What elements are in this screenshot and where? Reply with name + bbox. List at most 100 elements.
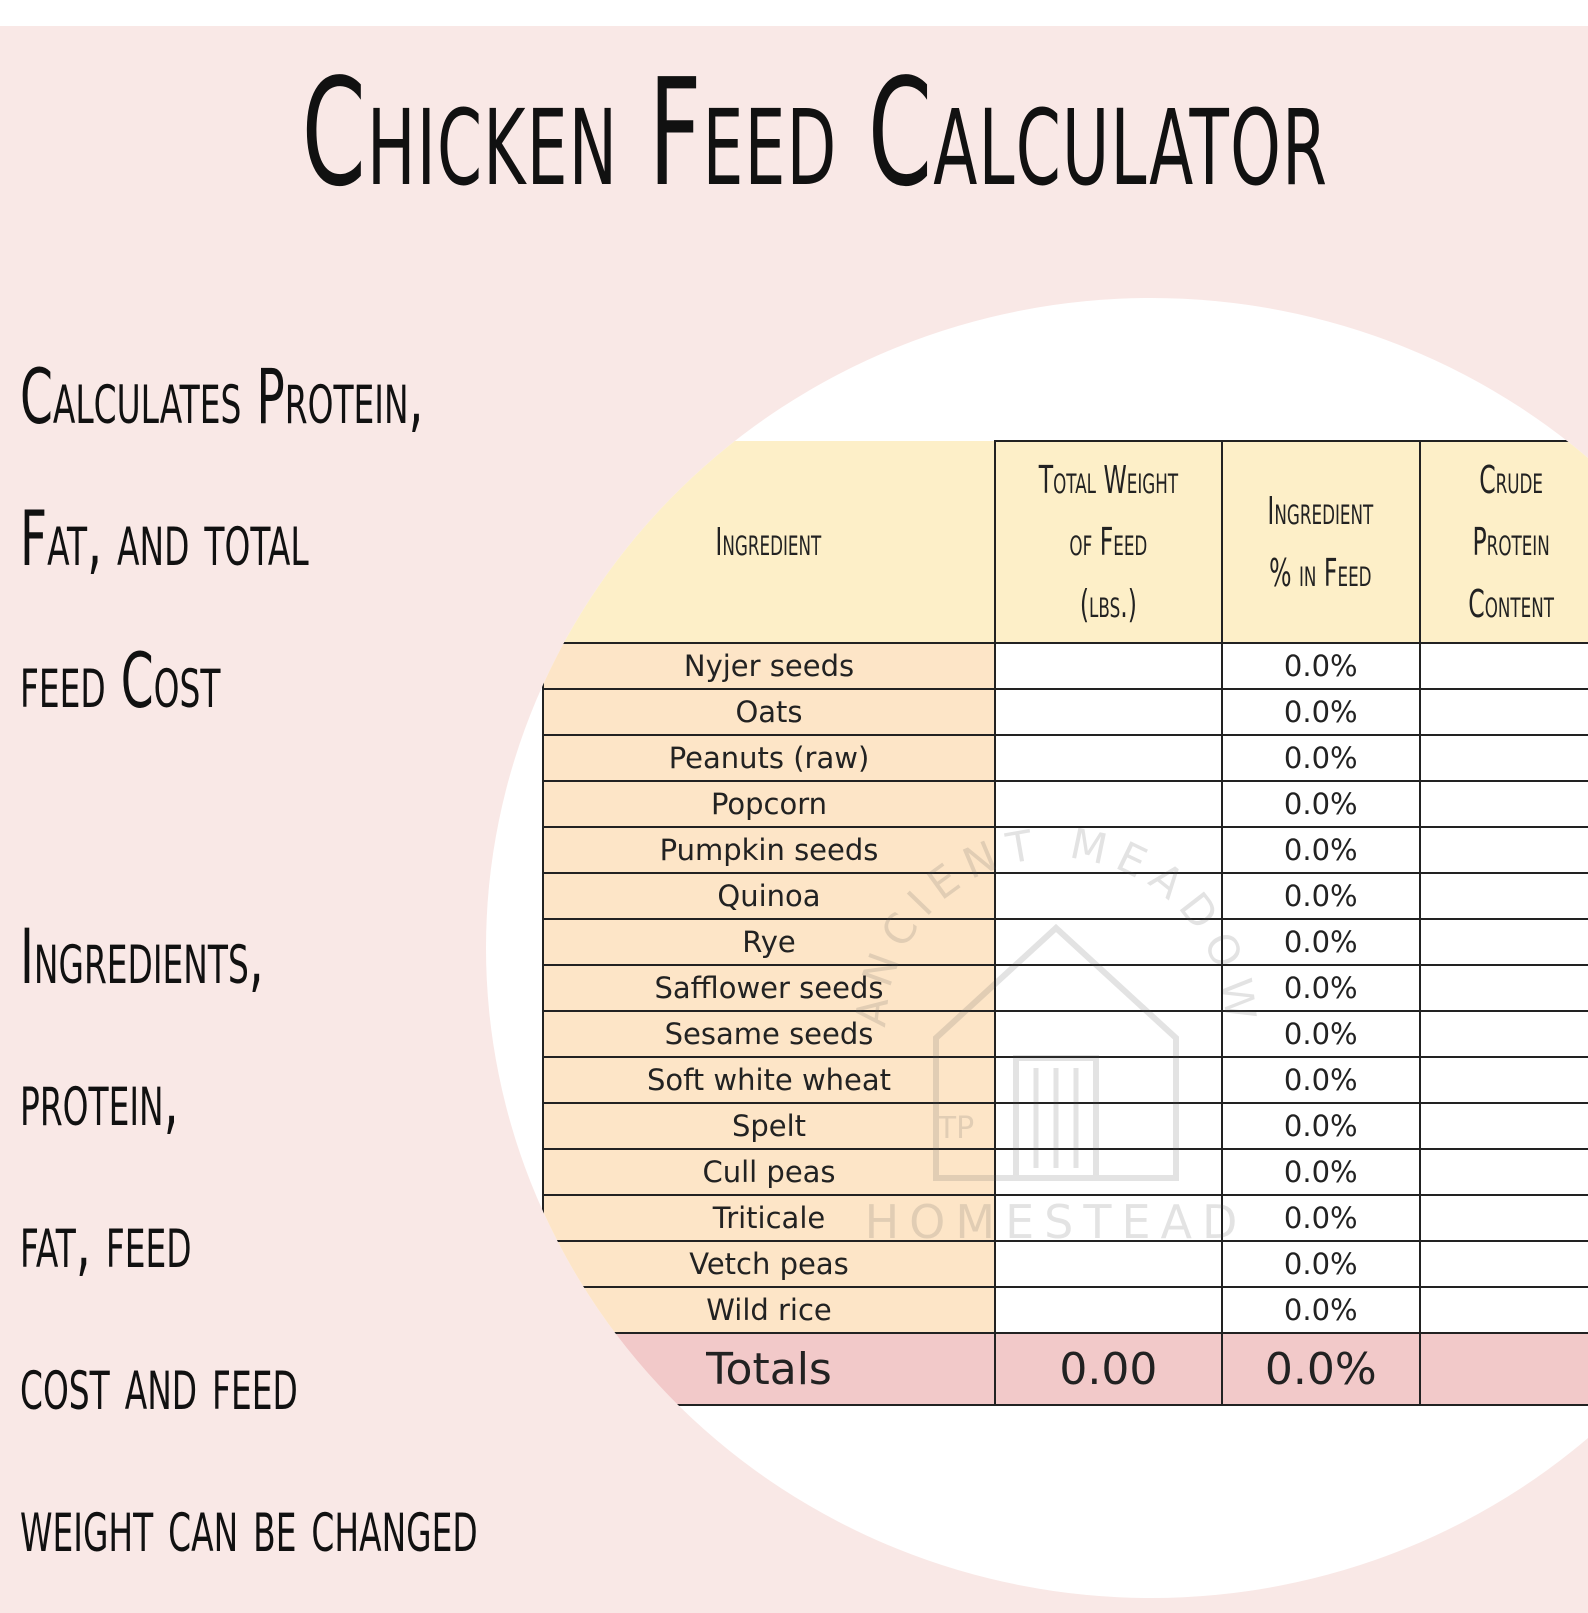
crude-protein-cell[interactable]	[1418, 1056, 1588, 1104]
ingredient-name-cell[interactable]: Cull peas	[542, 1148, 996, 1196]
weight-input-cell[interactable]	[994, 918, 1223, 966]
header-label: Protein	[1472, 520, 1550, 564]
ingredient-pct-cell: 0.0%	[1220, 1056, 1421, 1104]
crude-protein-cell[interactable]	[1418, 918, 1588, 966]
ingredient-pct-cell: 0.0%	[1220, 872, 1421, 920]
crude-protein-cell[interactable]	[1418, 1286, 1588, 1334]
crude-protein-cell[interactable]	[1418, 734, 1588, 782]
crude-protein-cell[interactable]	[1418, 826, 1588, 874]
crude-protein-cell[interactable]	[1418, 688, 1588, 736]
ingredient-name-cell[interactable]: Wild rice	[542, 1286, 996, 1334]
weight-input-cell[interactable]	[994, 1010, 1223, 1058]
weight-input-cell[interactable]	[994, 872, 1223, 920]
header-total-weight: Total Weight of Feed (lbs.)	[994, 440, 1223, 644]
description-line: feed Cost	[20, 636, 221, 725]
header-label: Crude	[1478, 458, 1543, 502]
weight-input-cell[interactable]	[994, 780, 1223, 828]
ingredient-name-cell[interactable]: Quinoa	[542, 872, 996, 920]
description-line: protein,	[20, 1054, 179, 1143]
table-row: Rye 0.0%	[542, 918, 1588, 966]
totals-protein	[1418, 1332, 1588, 1406]
background-panel: Chicken Feed Calculator Calculates Prote…	[0, 26, 1588, 1613]
weight-input-cell[interactable]	[994, 1286, 1223, 1334]
totals-label: Totals	[542, 1332, 996, 1406]
crude-protein-cell[interactable]	[1418, 1148, 1588, 1196]
table-row: Soft white wheat 0.0%	[542, 1056, 1588, 1104]
ingredient-name-cell[interactable]: Safflower seeds	[542, 964, 996, 1012]
header-label: Ingredient	[715, 519, 822, 564]
ingredient-name-cell[interactable]: Oats	[542, 688, 996, 736]
crude-protein-cell[interactable]	[1418, 1240, 1588, 1288]
header-ingredient-pct: Ingredient % in Feed	[1220, 440, 1421, 644]
header-ingredient: Ingredient	[543, 441, 996, 644]
spreadsheet-preview: Ingredient Total Weight of Feed (lbs.)	[486, 298, 1588, 1598]
ingredient-pct-cell: 0.0%	[1220, 688, 1421, 736]
weight-input-cell[interactable]	[994, 1148, 1223, 1196]
ingredient-pct-cell: 0.0%	[1220, 642, 1421, 690]
description-line: cost and feed	[20, 1338, 298, 1427]
weight-input-cell[interactable]	[994, 826, 1223, 874]
ingredient-name-cell[interactable]: Nyjer seeds	[542, 642, 996, 690]
weight-input-cell[interactable]	[994, 734, 1223, 782]
ingredient-pct-cell: 0.0%	[1220, 1010, 1421, 1058]
description-line: weight can be changed	[20, 1480, 478, 1569]
ingredient-pct-cell: 0.0%	[1220, 964, 1421, 1012]
ingredient-pct-cell: 0.0%	[1220, 1286, 1421, 1334]
ingredient-name-cell[interactable]: Triticale	[542, 1194, 996, 1242]
header-crude-protein: Crude Protein Content	[1418, 440, 1588, 644]
ingredient-pct-cell: 0.0%	[1220, 1240, 1421, 1288]
description-line: Calculates Protein,	[20, 352, 424, 441]
table-row: Nyjer seeds 0.0%	[542, 642, 1588, 690]
totals-weight: 0.00	[994, 1332, 1223, 1406]
crude-protein-cell[interactable]	[1418, 1194, 1588, 1242]
crude-protein-cell[interactable]	[1418, 872, 1588, 920]
weight-input-cell[interactable]	[994, 1194, 1223, 1242]
totals-pct: 0.0%	[1220, 1332, 1421, 1406]
table-row: Vetch peas 0.0%	[542, 1240, 1588, 1288]
table-row: Oats 0.0%	[542, 688, 1588, 736]
table-row: Cull peas 0.0%	[542, 1148, 1588, 1196]
table-row: Sesame seeds 0.0%	[542, 1010, 1588, 1058]
table-row: Popcorn 0.0%	[542, 780, 1588, 828]
table-row: Safflower seeds 0.0%	[542, 964, 1588, 1012]
weight-input-cell[interactable]	[994, 1102, 1223, 1150]
ingredient-pct-cell: 0.0%	[1220, 1102, 1421, 1150]
ingredient-name-cell[interactable]: Sesame seeds	[542, 1010, 996, 1058]
weight-input-cell[interactable]	[994, 1240, 1223, 1288]
weight-input-cell[interactable]	[994, 964, 1223, 1012]
ingredient-name-cell[interactable]: Vetch peas	[542, 1240, 996, 1288]
crude-protein-cell[interactable]	[1418, 780, 1588, 828]
ingredient-name-cell[interactable]: Pumpkin seeds	[542, 826, 996, 874]
crude-protein-cell[interactable]	[1418, 642, 1588, 690]
ingredient-name-cell[interactable]: Spelt	[542, 1102, 996, 1150]
description-features: Calculates Protein, Fat, and total feed …	[20, 326, 424, 752]
crude-protein-cell[interactable]	[1418, 1102, 1588, 1150]
description-line: fat, feed	[20, 1196, 192, 1285]
header-label: Total Weight	[1038, 458, 1179, 502]
description-line: Fat, and total	[20, 494, 309, 583]
ingredient-pct-cell: 0.0%	[1220, 734, 1421, 782]
ingredient-pct-cell: 0.0%	[1220, 918, 1421, 966]
ingredient-name-cell[interactable]: Popcorn	[542, 780, 996, 828]
header-label: % in Feed	[1269, 551, 1372, 595]
ingredient-name-cell[interactable]: Rye	[542, 918, 996, 966]
header-label: Content	[1467, 582, 1554, 626]
crude-protein-cell[interactable]	[1418, 964, 1588, 1012]
weight-input-cell[interactable]	[994, 1056, 1223, 1104]
ingredient-name-cell[interactable]: Peanuts (raw)	[542, 734, 996, 782]
crude-protein-cell[interactable]	[1418, 1010, 1588, 1058]
description-editable: Ingredients, protein, fat, feed cost and…	[20, 886, 478, 1596]
page-title: Chicken Feed Calculator	[301, 47, 1329, 219]
header-label: (lbs.)	[1079, 582, 1137, 626]
table-row: Spelt 0.0%	[542, 1102, 1588, 1150]
totals-row: Totals 0.00 0.0%	[542, 1332, 1588, 1406]
table-row: Pumpkin seeds 0.0%	[542, 826, 1588, 874]
table-row: Quinoa 0.0%	[542, 872, 1588, 920]
header-label: Ingredient	[1267, 489, 1374, 533]
weight-input-cell[interactable]	[994, 642, 1223, 690]
table-row: Triticale 0.0%	[542, 1194, 1588, 1242]
header-label: of Feed	[1069, 520, 1148, 564]
ingredient-name-cell[interactable]: Soft white wheat	[542, 1056, 996, 1104]
weight-input-cell[interactable]	[994, 688, 1223, 736]
feed-table: Ingredient Total Weight of Feed (lbs.)	[542, 440, 1588, 1406]
